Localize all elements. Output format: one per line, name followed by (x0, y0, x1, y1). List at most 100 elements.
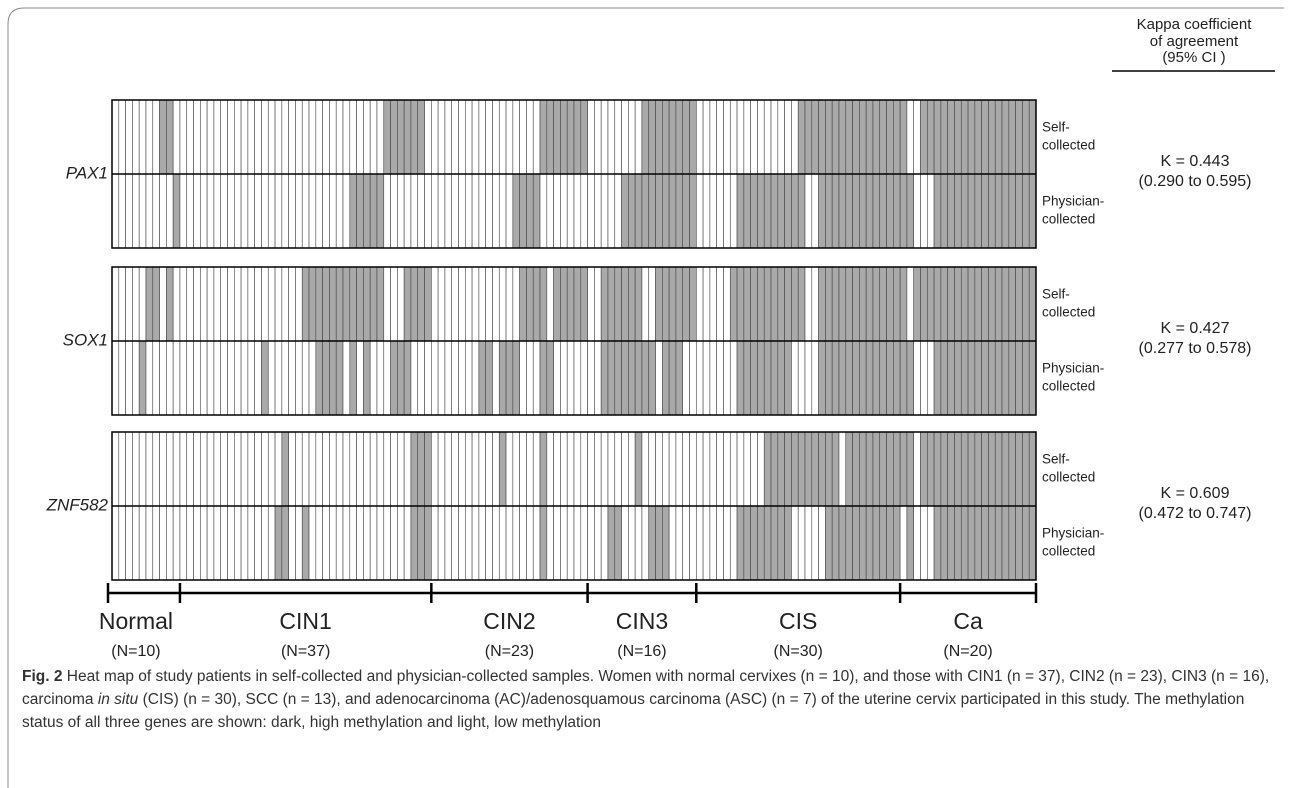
heatmap-cell (872, 173, 881, 249)
heatmap-cell (750, 340, 758, 416)
heatmap-cell (315, 340, 323, 416)
heatmap-cell (145, 505, 154, 581)
heatmap-cell (818, 431, 826, 507)
kappa-ci: (0.277 to 0.578) (1139, 340, 1252, 357)
heatmap-cell (213, 173, 222, 249)
heatmap-cell (233, 99, 242, 175)
heatmap-cell (818, 99, 826, 175)
heatmap-cell (369, 505, 378, 581)
heatmap-cell (709, 505, 717, 581)
gene-label: ZNF582 (46, 495, 109, 514)
heatmap-cell (750, 99, 758, 175)
group-name: Normal (99, 608, 173, 634)
heatmap-cell (431, 266, 439, 342)
heatmap-cell (254, 266, 262, 342)
heatmap-cell (329, 340, 337, 416)
heatmap-cell (444, 266, 453, 342)
heatmap-cell (825, 505, 833, 581)
heatmap-cell (111, 340, 120, 416)
heatmap-cell (159, 99, 167, 175)
heatmap-cell (811, 266, 819, 342)
heatmap-cell (573, 431, 582, 507)
heatmap-cell (383, 266, 391, 342)
heatmap-cell (886, 173, 894, 249)
heatmap-cell (967, 340, 976, 416)
heatmap-cell (628, 340, 636, 416)
heatmap-cell (254, 431, 262, 507)
heatmap-cell (750, 505, 758, 581)
heatmap-cell (614, 266, 622, 342)
heatmap-cell (186, 340, 194, 416)
heatmap-cell (125, 173, 133, 249)
heatmap-cell (505, 340, 514, 416)
heatmap-cell (118, 505, 126, 581)
heatmap-cell (723, 505, 731, 581)
heatmap-cell (1022, 99, 1030, 175)
heatmap-cell (451, 340, 459, 416)
heatmap-cell (227, 431, 235, 507)
heatmap-cell (913, 505, 921, 581)
heatmap-cell (200, 173, 208, 249)
heatmap-cell (845, 99, 853, 175)
heatmap-cell (335, 99, 344, 175)
heatmap-cell (913, 266, 921, 342)
heatmap-cell (410, 340, 419, 416)
heatmap-cell (186, 431, 194, 507)
heatmap-cell (444, 99, 453, 175)
heatmap-cell (614, 505, 622, 581)
heatmap-cell (172, 431, 181, 507)
heatmap-cell (852, 431, 860, 507)
heatmap-cell (519, 505, 527, 581)
heatmap-cell (580, 340, 588, 416)
heatmap-cell (926, 173, 935, 249)
heatmap-cell (757, 266, 765, 342)
heatmap-cell (675, 173, 684, 249)
heatmap-cell (831, 431, 840, 507)
heatmap-cell (750, 431, 758, 507)
heatmap-cell (770, 266, 779, 342)
heatmap-cell (369, 340, 378, 416)
heatmap-cell (213, 505, 222, 581)
heatmap-cell (668, 173, 677, 249)
heatmap-cell (838, 99, 847, 175)
heatmap-cell (994, 266, 1003, 342)
heatmap-cell (363, 173, 371, 249)
heatmap-cell (397, 173, 405, 249)
row-label: collected (1042, 212, 1095, 227)
heatmap-cell (831, 99, 840, 175)
heatmap-cell (546, 431, 554, 507)
heatmap-cell (872, 505, 881, 581)
heatmap-cell (152, 340, 160, 416)
kappa: K = 0.427 (1161, 320, 1230, 337)
heatmap-cell (981, 99, 989, 175)
heatmap-cell (682, 340, 690, 416)
heatmap-cell (424, 340, 432, 416)
heatmap-cell (797, 505, 806, 581)
heatmap-cell (505, 431, 514, 507)
heatmap-cell (254, 99, 262, 175)
heatmap-cell (526, 431, 534, 507)
heatmap-cell (464, 340, 473, 416)
heatmap-cell (648, 173, 656, 249)
heatmap-cell (662, 505, 670, 581)
heatmap-cell (132, 431, 140, 507)
heatmap-cell (417, 431, 425, 507)
heatmap-cell (539, 173, 548, 249)
heatmap-cell (906, 266, 915, 342)
heatmap-cell (288, 431, 296, 507)
heatmap-cell (138, 99, 147, 175)
heatmap-cell (526, 99, 534, 175)
heatmap-cell (743, 505, 751, 581)
gene-label: SOX1 (63, 330, 108, 349)
heatmap-cell (797, 173, 806, 249)
heatmap-cell (580, 431, 588, 507)
heatmap-cell (893, 266, 901, 342)
heatmap-cell (220, 173, 228, 249)
heatmap-cell (1022, 431, 1030, 507)
heatmap-cell (750, 173, 758, 249)
heatmap-cell (634, 505, 643, 581)
heatmap-cell (526, 340, 534, 416)
heatmap-cell (138, 340, 147, 416)
heatmap-cell (410, 266, 419, 342)
heatmap-cell (193, 340, 201, 416)
